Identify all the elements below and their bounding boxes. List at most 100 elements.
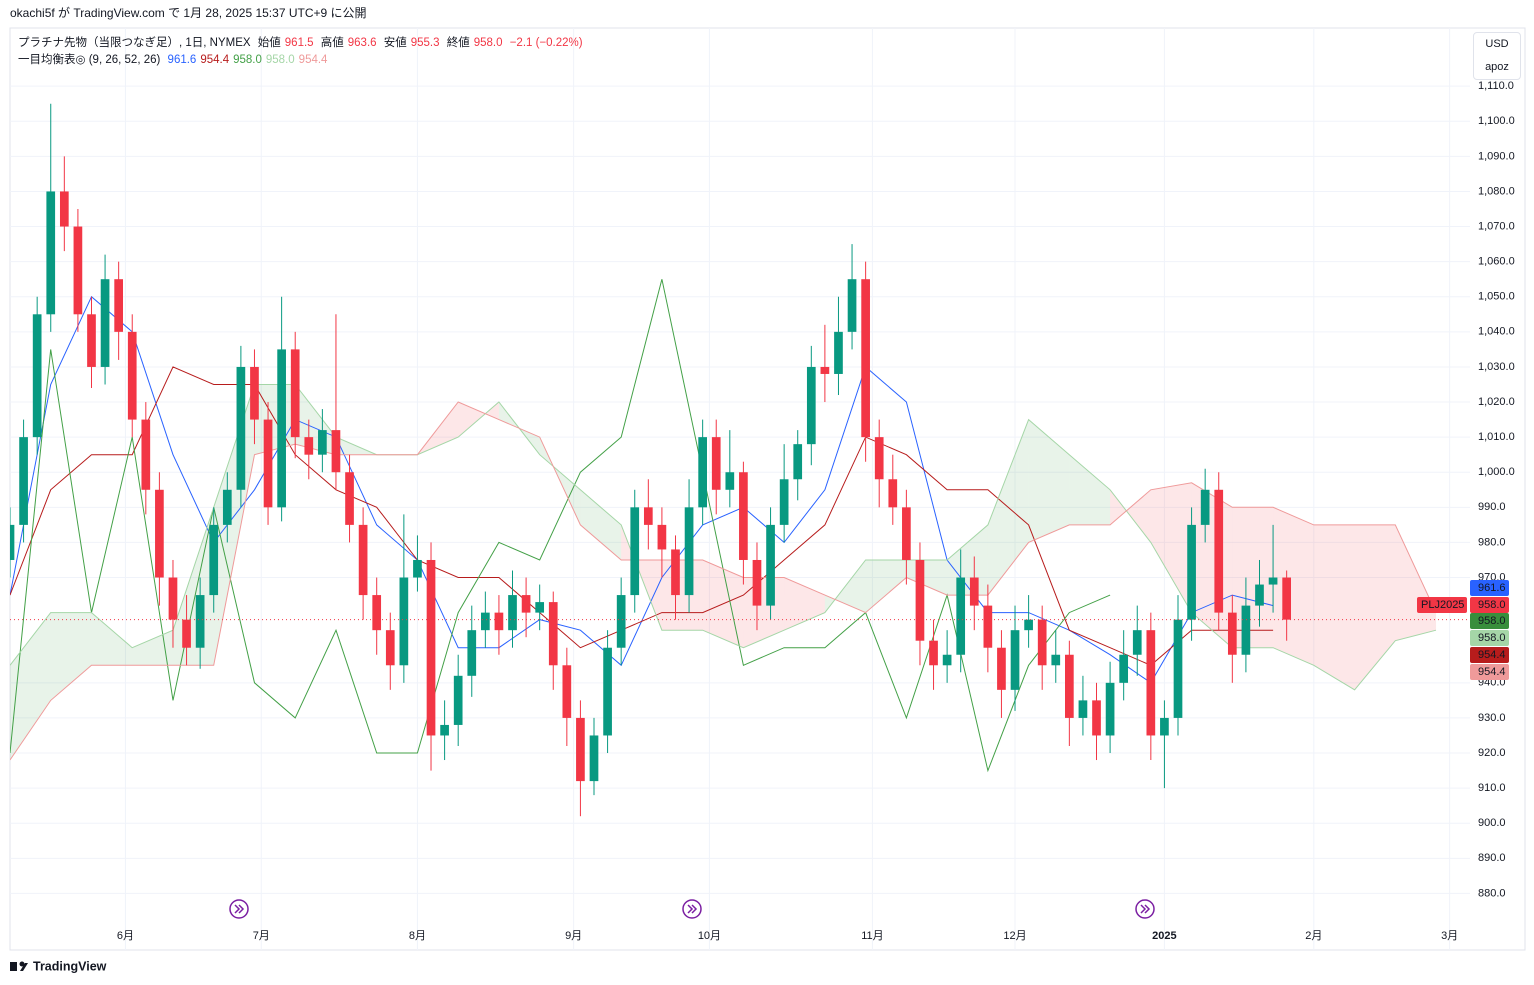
y-tick-label: 1,040.0 <box>1478 326 1515 338</box>
candle-body <box>888 479 898 508</box>
candle-body <box>385 630 395 666</box>
cloud <box>743 577 785 648</box>
candle-body <box>942 654 952 666</box>
event-icons[interactable] <box>229 899 1155 919</box>
y-tick-label: 980.0 <box>1478 536 1506 548</box>
x-tick-label: 3月 <box>1441 930 1458 942</box>
candle-body <box>725 472 735 490</box>
candle-body <box>1051 654 1061 666</box>
y-tick-label: 1,100.0 <box>1478 115 1515 127</box>
candle-body <box>983 605 993 648</box>
cloud <box>947 524 988 596</box>
candle-body <box>562 665 572 718</box>
price-label: 954.4 <box>1478 649 1506 661</box>
candle-body <box>616 595 626 648</box>
currency[interactable]: USD <box>1485 38 1509 50</box>
indicator-value: 954.4 <box>298 54 328 66</box>
footer-brand: TradingView <box>33 959 107 973</box>
candle-body <box>87 314 96 367</box>
cloud <box>295 384 336 455</box>
candle-body <box>698 437 707 508</box>
candle-body <box>141 419 151 490</box>
candle-body <box>1010 630 1020 690</box>
candle-body <box>467 630 477 676</box>
candle-body <box>277 349 286 508</box>
candle-body <box>1214 489 1224 613</box>
low-label: 安値 <box>383 37 407 49</box>
currency-box[interactable]: USD apoz <box>1473 32 1521 80</box>
y-tick-label: 1,050.0 <box>1478 291 1515 303</box>
price-label-bg <box>1470 630 1509 646</box>
candle-body <box>766 524 775 606</box>
candle-body <box>793 444 803 480</box>
cloud <box>784 577 825 631</box>
candle-body <box>1227 612 1237 655</box>
contract-label-bg <box>1417 597 1467 613</box>
y-tick-label: 900.0 <box>1478 817 1506 829</box>
price-label-bg <box>1470 664 1509 680</box>
price-label: 958.0 <box>1478 632 1506 644</box>
candle-body <box>1078 700 1088 718</box>
cloud <box>172 507 214 666</box>
y-tick-label: 1,080.0 <box>1478 185 1515 197</box>
candle-body <box>372 595 382 631</box>
candle-body <box>1105 682 1115 736</box>
y-tick-label: 1,010.0 <box>1478 431 1515 443</box>
low: 955.3 <box>410 37 440 49</box>
price-label: 954.4 <box>1478 666 1506 678</box>
account[interactable]: apoz <box>1485 61 1509 73</box>
price-label-bg <box>1470 597 1509 613</box>
candle-body <box>671 549 680 596</box>
price-label-bg <box>1470 647 1509 663</box>
open-label: 始値 <box>257 37 281 49</box>
candle-body <box>1255 584 1264 606</box>
candle-body <box>494 612 504 631</box>
candle-body <box>820 366 830 374</box>
x-tick-label: 10月 <box>698 930 721 942</box>
cloud <box>1313 524 1355 690</box>
candle-body <box>915 559 925 641</box>
y-tick-label: 1,070.0 <box>1478 220 1515 232</box>
candle-body <box>1146 630 1156 736</box>
candle-body <box>413 559 422 578</box>
y-tick-label: 1,110.0 <box>1478 80 1514 92</box>
candle-body <box>318 430 327 455</box>
candle-body <box>657 524 667 550</box>
candle-body <box>46 191 56 315</box>
candle-body <box>956 577 966 655</box>
candle-body <box>1268 577 1278 585</box>
candle-body <box>32 314 42 438</box>
indicator-value: 954.4 <box>200 54 230 66</box>
candle-body <box>576 717 585 782</box>
chart-frame <box>9 27 1526 951</box>
candle-body <box>1241 605 1251 655</box>
cloud <box>1191 482 1233 648</box>
y-tick-label: 1,020.0 <box>1478 396 1515 408</box>
candle-body <box>73 226 83 315</box>
cloud <box>91 612 133 666</box>
cloud <box>580 489 622 560</box>
price-label: 961.6 <box>1478 582 1506 594</box>
candle-body <box>630 507 640 596</box>
price-label-bg <box>1470 613 1509 629</box>
candle-body <box>1132 630 1142 655</box>
y-tick-label: 920.0 <box>1478 747 1506 759</box>
y-tick-label: 910.0 <box>1478 782 1506 794</box>
legend-line-1: プラチナ先物（当限つなぎ足）, 1日, NYMEX 始値 961.5 高値 963.… <box>18 34 587 50</box>
candle-body <box>969 577 979 606</box>
ichimoku-line <box>10 384 1437 691</box>
cloud <box>906 559 948 596</box>
candle-body <box>222 489 232 525</box>
candle-body <box>331 430 341 473</box>
close: 958.0 <box>473 37 503 49</box>
candle-body <box>739 472 748 560</box>
y-tick-label: 1,030.0 <box>1478 361 1515 373</box>
candle-body <box>10 524 15 560</box>
candle-body <box>643 507 653 525</box>
candle-body <box>752 559 762 606</box>
candle-body <box>535 602 545 613</box>
cloud <box>1028 419 1070 543</box>
candle-body <box>1065 654 1074 718</box>
candle-body <box>521 595 531 613</box>
